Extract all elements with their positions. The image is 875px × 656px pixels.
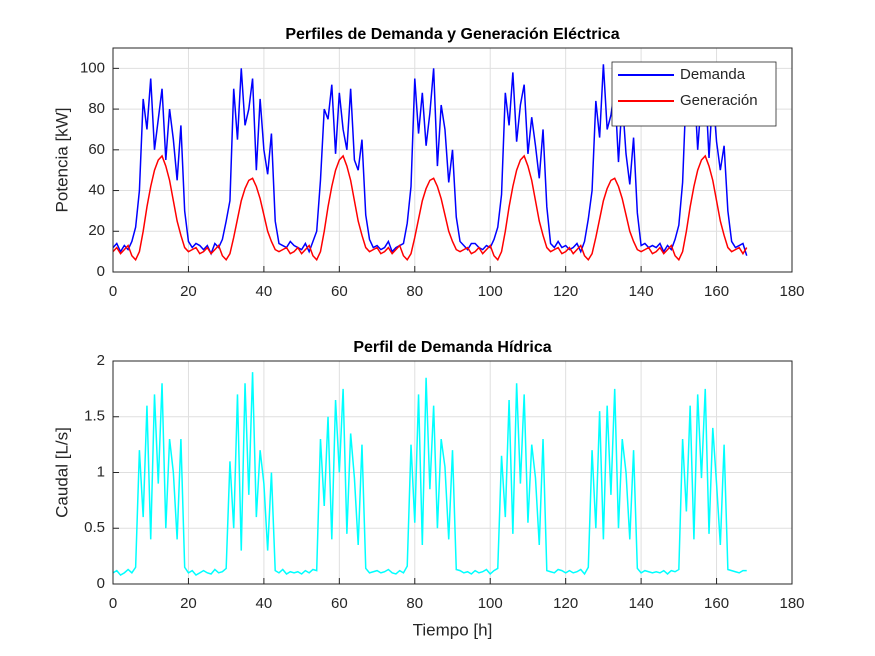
x-tick-label: 0 xyxy=(109,595,117,612)
x-tick-label: 100 xyxy=(478,595,503,612)
y-tick-label: 60 xyxy=(88,141,105,158)
y-tick-label: 80 xyxy=(88,100,105,117)
y-tick-label: 2 xyxy=(97,352,105,369)
x-tick-label: 20 xyxy=(180,283,197,300)
data-line xyxy=(113,154,748,262)
legend-label: Demanda xyxy=(680,66,746,83)
x-tick-label: 60 xyxy=(331,283,348,300)
axes-box xyxy=(112,47,793,273)
y-tick-label: 1.5 xyxy=(84,408,105,425)
y-tick-label: 0.5 xyxy=(84,519,105,536)
x-tick-label: 80 xyxy=(406,595,423,612)
x-tick-label: 0 xyxy=(109,283,117,300)
x-tick-label: 160 xyxy=(704,595,729,612)
x-tick-label: 160 xyxy=(704,283,729,300)
y-tick-label: 20 xyxy=(88,222,105,239)
x-tick-label: 120 xyxy=(553,595,578,612)
x-tick-label: 180 xyxy=(779,595,804,612)
x-tick-label: 120 xyxy=(553,283,578,300)
y-axis-label: Caudal [L/s] xyxy=(52,427,71,518)
x-tick-label: 100 xyxy=(478,283,503,300)
legend-box xyxy=(611,61,777,127)
x-axis-label: Tiempo [h] xyxy=(413,620,493,639)
y-axis-label: Potencia [kW] xyxy=(52,108,71,213)
y-tick-label: 0 xyxy=(97,575,105,592)
x-tick-label: 40 xyxy=(256,595,273,612)
y-tick-label: 100 xyxy=(80,59,105,76)
chart-title: Perfil de Demanda Hídrica xyxy=(353,339,551,356)
legend-label: Generación xyxy=(680,92,758,109)
x-tick-label: 60 xyxy=(331,595,348,612)
x-tick-label: 140 xyxy=(629,595,654,612)
x-tick-label: 180 xyxy=(779,283,804,300)
y-tick-label: 1 xyxy=(97,463,105,480)
x-tick-label: 40 xyxy=(256,283,273,300)
x-tick-label: 20 xyxy=(180,595,197,612)
data-line xyxy=(113,372,747,577)
axes-box xyxy=(112,360,793,585)
chart-title: Perfiles de Demanda y Generación Eléctri… xyxy=(285,26,619,43)
x-tick-label: 80 xyxy=(406,283,423,300)
y-tick-label: 0 xyxy=(97,263,105,280)
y-tick-label: 40 xyxy=(88,182,105,199)
x-tick-label: 140 xyxy=(629,283,654,300)
